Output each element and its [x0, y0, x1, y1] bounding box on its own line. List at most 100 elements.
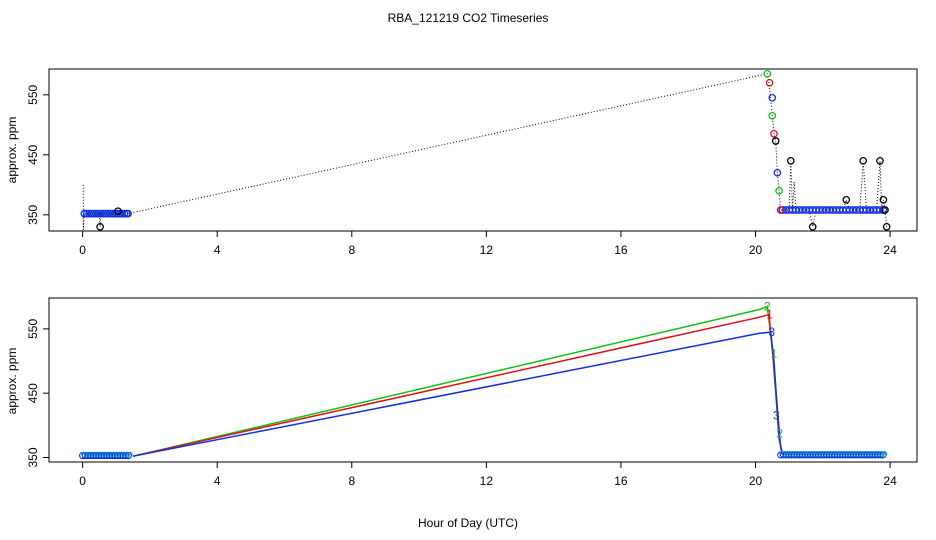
bottom-baseline-point — [876, 451, 882, 457]
top-axes: 0 4 8 12 16 20 24 350 450 550 — [26, 84, 897, 257]
top-ytick-label: 350 — [26, 204, 40, 224]
bottom-xtick-label: 0 — [79, 474, 86, 488]
bottom-baseline-point — [798, 451, 804, 457]
bottom-baseline-point — [795, 451, 802, 457]
bottom-baseline-point — [843, 451, 850, 457]
top-point-green — [763, 69, 772, 78]
bottom-baseline-point — [118, 451, 125, 458]
top-marks — [80, 69, 891, 231]
bottom-baseline-point — [849, 451, 856, 457]
bottom-baseline-point — [86, 451, 93, 458]
bottom-baseline-point — [89, 451, 96, 458]
bottom-xtick-label: 24 — [883, 474, 897, 488]
top-point-blue — [101, 209, 110, 218]
bottom-baseline-point — [121, 451, 128, 458]
top-point-blue — [120, 209, 129, 218]
bottom-baseline-point — [814, 451, 821, 457]
bottom-baseline-point — [116, 451, 122, 458]
bottom-baseline-point — [124, 451, 131, 458]
bottom-ytick-label: 550 — [26, 319, 40, 339]
top-point-black — [881, 206, 889, 214]
top-xtick-label: 24 — [883, 243, 897, 257]
bottom-baseline-point — [110, 451, 117, 458]
top-point-black — [771, 137, 780, 145]
bottom-xtick-label: 12 — [480, 474, 494, 488]
top-point-red — [770, 129, 778, 138]
top-point-black — [786, 156, 795, 165]
bottom-series-line-blue — [132, 331, 784, 457]
top-point-blue — [85, 209, 93, 218]
top-ytick-label: 550 — [26, 84, 40, 104]
top-point-black — [879, 195, 888, 204]
bottom-baseline-point — [806, 451, 813, 457]
top-point-blue — [773, 168, 782, 177]
bottom-series-line-red — [132, 313, 784, 457]
top-ylabel: approx. ppm — [5, 117, 19, 184]
bottom-point-label: 2 — [764, 299, 771, 313]
bottom-baseline-point — [862, 451, 869, 457]
top-point-blue — [87, 209, 96, 218]
top-point-green — [775, 186, 783, 195]
top-xtick-label: 20 — [749, 243, 763, 257]
top-point-red — [765, 78, 774, 87]
top-dotted-trace — [82, 73, 888, 230]
bottom-baseline-point — [860, 451, 866, 457]
bottom-baseline-point — [784, 451, 791, 457]
bottom-baseline-point — [102, 451, 109, 458]
bottom-baseline-point — [782, 451, 788, 457]
bottom-baseline-point — [100, 451, 106, 458]
top-point-black — [808, 222, 817, 231]
bottom-baseline-point — [92, 451, 98, 458]
bottom-baseline-point — [817, 451, 823, 457]
bottom-baseline-point — [846, 451, 853, 457]
bottom-ytick-label: 350 — [26, 447, 40, 467]
top-point-black — [882, 222, 891, 231]
bottom-xtick-label: 8 — [348, 474, 355, 488]
bottom-baseline-point — [127, 451, 133, 458]
bottom-baseline-point — [811, 451, 818, 457]
bottom-xtick-label: 16 — [614, 474, 628, 488]
bottom-baseline-point — [827, 451, 834, 457]
top-point-blue — [80, 209, 89, 218]
bottom-baseline-point — [878, 451, 885, 457]
top-plot-frame — [48, 68, 918, 232]
bottom-baseline-point — [852, 451, 858, 457]
top-point-blue — [106, 209, 115, 218]
top-point-red — [776, 206, 785, 214]
bottom-baseline-point — [881, 451, 888, 457]
top-point-black — [876, 156, 884, 165]
bottom-baseline-point — [833, 451, 839, 457]
bottom-baseline-point — [841, 451, 847, 457]
bottom-baseline-point — [822, 451, 829, 457]
bottom-baseline-point — [819, 451, 826, 457]
bottom-baseline-point — [800, 451, 807, 457]
top-xtick-label: 12 — [480, 243, 494, 257]
top-xtick-label: 8 — [348, 243, 355, 257]
bottom-baseline-point — [825, 451, 831, 457]
top-point-black — [842, 195, 851, 204]
bottom-baseline-point — [838, 451, 845, 457]
top-point-black — [96, 222, 104, 231]
top-point-blue — [876, 206, 884, 214]
bottom-xtick-label: 4 — [214, 474, 221, 488]
top-point-blue — [768, 93, 777, 102]
bottom-point-label: 3 — [768, 325, 775, 339]
bottom-baseline-point — [835, 451, 842, 457]
bottom-baseline-point — [809, 451, 815, 457]
bottom-baseline-point — [792, 451, 799, 457]
top-panel: approx. ppm 0 4 8 12 16 20 24 350 450 550 — [5, 68, 918, 257]
chart-title: RBA_121219 CO2 Timeseries — [388, 11, 549, 25]
bottom-baseline-point — [873, 451, 880, 457]
bottom-point-label: 2 — [776, 427, 783, 441]
bottom-baseline-point — [779, 451, 786, 457]
bottom-baseline-point — [868, 451, 874, 457]
bottom-baseline-point — [83, 451, 90, 458]
top-point-blue — [92, 209, 100, 218]
bottom-point-label: 1 — [766, 308, 773, 322]
bottom-baseline-point — [108, 451, 114, 458]
bottom-baseline-point — [81, 451, 87, 458]
